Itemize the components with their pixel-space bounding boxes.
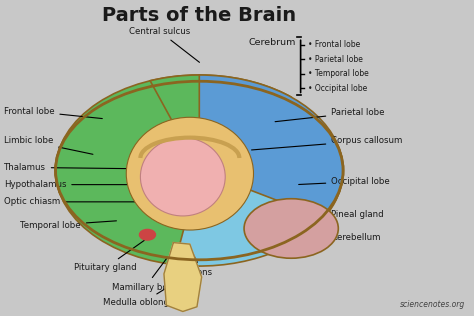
Text: Occipital lobe: Occipital lobe [299,177,390,186]
Polygon shape [164,243,201,312]
Text: sciencenotes.org: sciencenotes.org [400,300,465,309]
Wedge shape [199,75,343,249]
Text: Pineal gland: Pineal gland [280,210,384,219]
Text: Limbic lobe: Limbic lobe [4,136,93,154]
Wedge shape [55,75,199,266]
Text: Optic chiasm: Optic chiasm [4,198,137,206]
Text: Pons: Pons [191,250,212,277]
Circle shape [139,229,155,240]
Text: Medulla oblongata: Medulla oblongata [103,282,182,307]
Ellipse shape [55,81,343,260]
Text: Central sulcus: Central sulcus [128,27,200,62]
Text: • Temporal lobe: • Temporal lobe [308,69,368,78]
Text: Cerebellum: Cerebellum [308,234,381,242]
Text: Frontal lobe: Frontal lobe [4,106,102,118]
Ellipse shape [140,138,225,216]
Wedge shape [150,75,292,171]
Text: Corpus callosum: Corpus callosum [252,136,402,150]
Text: Parts of the Brain: Parts of the Brain [102,6,296,25]
Text: Parietal lobe: Parietal lobe [275,108,385,122]
Text: • Frontal lobe: • Frontal lobe [308,40,360,49]
Wedge shape [174,171,324,266]
Ellipse shape [244,199,338,258]
Text: Pituitary gland: Pituitary gland [74,240,144,272]
Text: Temporal lobe: Temporal lobe [20,221,117,230]
Text: Cerebrum: Cerebrum [248,38,296,46]
Ellipse shape [126,117,254,230]
Text: • Occipital lobe: • Occipital lobe [308,84,367,93]
Text: Thalamus: Thalamus [4,163,154,172]
Text: Mamillary body: Mamillary body [112,258,178,292]
Text: • Parietal lobe: • Parietal lobe [308,55,363,64]
Text: Hypothalamus: Hypothalamus [4,180,152,189]
